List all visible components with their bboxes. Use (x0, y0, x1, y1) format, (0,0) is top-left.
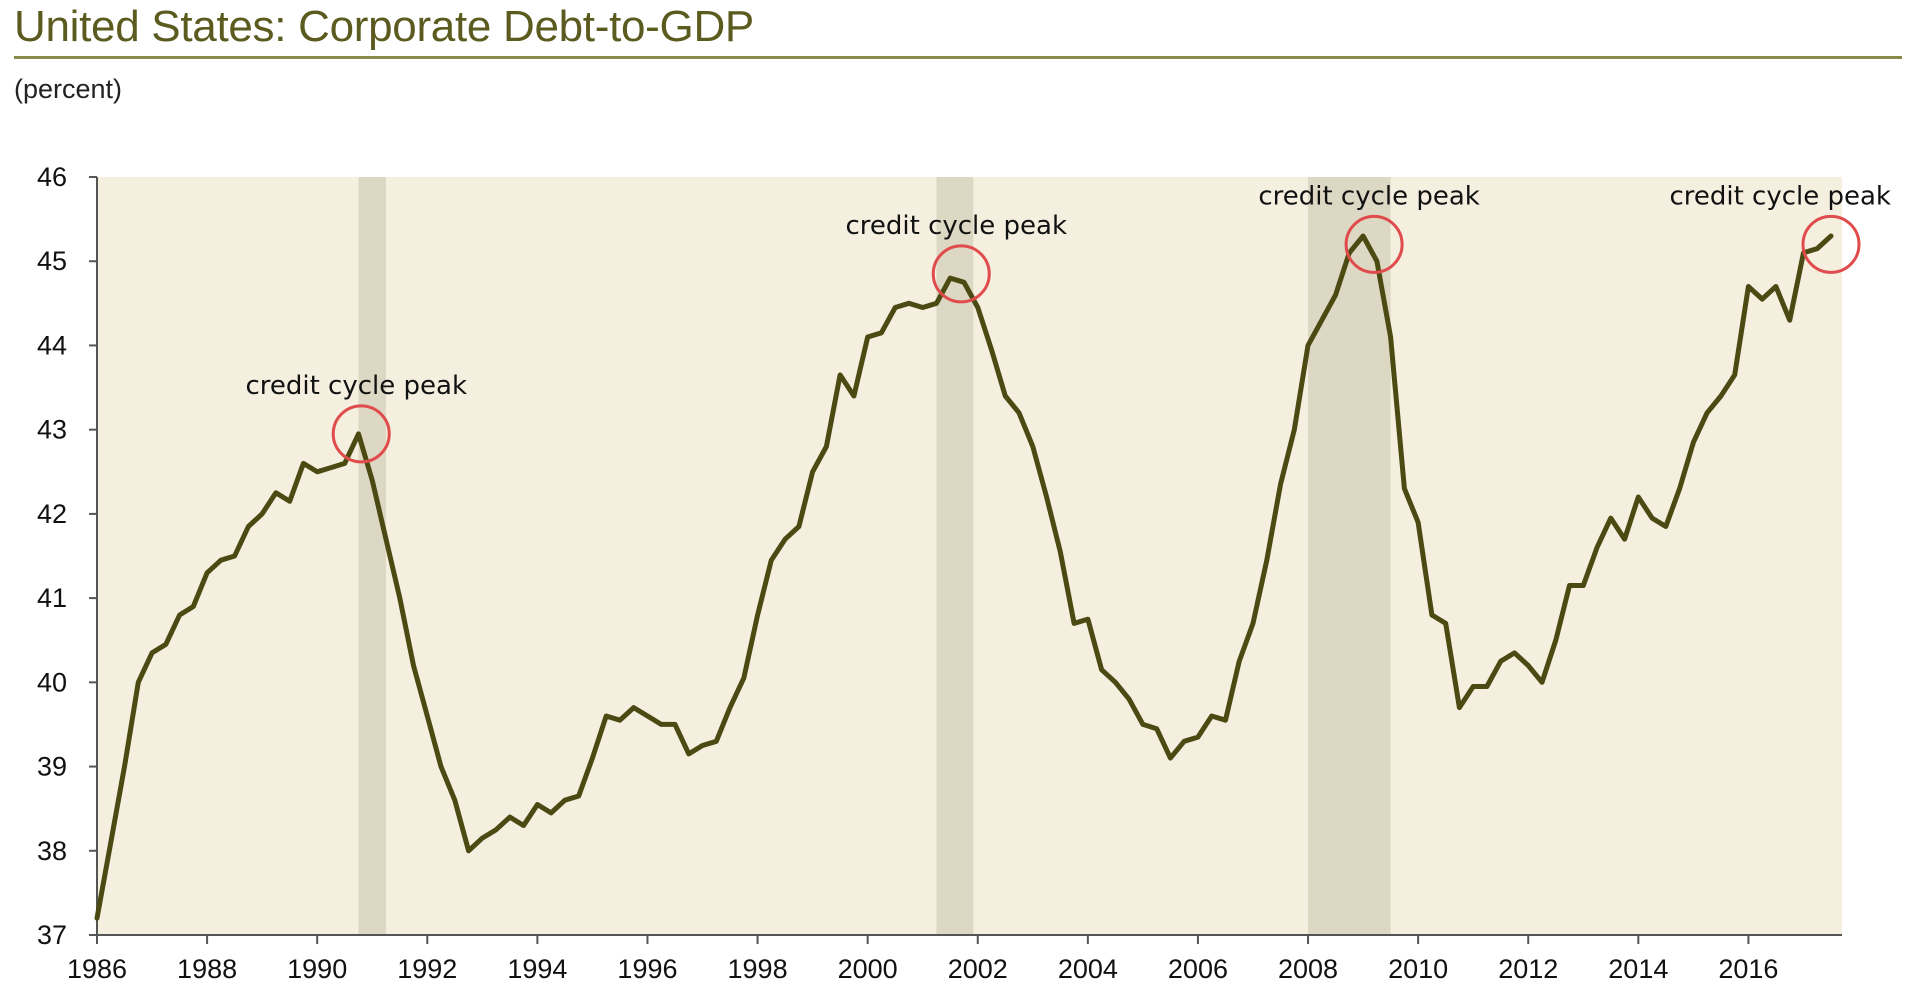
annotation-label-2: credit cycle peak (845, 211, 1067, 241)
annotation-label-3: credit cycle peak (1258, 181, 1480, 211)
x-tick-label: 1992 (397, 954, 457, 984)
annotation-label-4: credit cycle peak (1669, 181, 1891, 211)
x-tick-label: 2002 (948, 954, 1008, 984)
title-rule (14, 56, 1902, 59)
x-tick-label: 1998 (728, 954, 788, 984)
x-tick-label: 2000 (838, 954, 898, 984)
peak-circle-1 (331, 404, 391, 464)
x-tick-label: 2004 (1058, 954, 1118, 984)
x-tick-label: 2014 (1608, 954, 1668, 984)
y-tick-label: 43 (37, 415, 67, 445)
x-tick-label: 2008 (1278, 954, 1338, 984)
x-tick-label: 2006 (1168, 954, 1228, 984)
chart-title: United States: Corporate Debt-to-GDP (14, 2, 754, 51)
y-tick-label: 40 (37, 667, 67, 697)
recession-bands (358, 177, 1391, 935)
y-tick-label: 42 (37, 499, 67, 529)
x-tick-label: 1988 (177, 954, 237, 984)
peak-circle-2 (931, 244, 991, 304)
axes: 37 38 39 40 41 42 43 44 45 46 1986 1988 1990 1992 1994… (37, 162, 1842, 984)
y-tick-label: 37 (37, 920, 67, 950)
x-tick-label: 1990 (287, 954, 347, 984)
recession-band-1 (358, 177, 386, 935)
y-tick-label: 45 (37, 246, 67, 276)
x-tick-label: 1996 (617, 954, 677, 984)
x-tick-label: 2012 (1498, 954, 1558, 984)
x-tick-label: 2010 (1388, 954, 1448, 984)
x-tick-label: 1986 (67, 954, 127, 984)
series-line (94, 233, 1834, 921)
peak-circle-4 (1801, 214, 1861, 274)
peak-circle-3 (1344, 214, 1404, 274)
x-tick-label: 2016 (1718, 954, 1778, 984)
annotations: credit cycle peak credit cycle peak credit… (245, 181, 1891, 464)
chart-subtitle: (percent) (14, 74, 123, 104)
annotation-label-1: credit cycle peak (245, 371, 467, 401)
y-tick-label: 46 (37, 162, 67, 192)
recession-band-2 (936, 177, 974, 935)
recession-band-3 (1308, 177, 1391, 935)
x-tick-label: 1994 (507, 954, 567, 984)
y-tick-label: 44 (37, 330, 67, 360)
y-tick-label: 39 (37, 752, 67, 782)
y-tick-label: 38 (37, 836, 67, 866)
y-tick-label: 41 (37, 583, 67, 613)
